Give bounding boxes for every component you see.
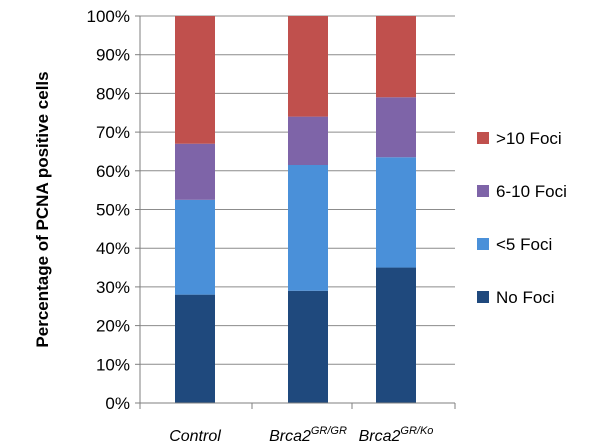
legend-swatch	[477, 185, 489, 197]
axes	[135, 15, 456, 409]
category-genotype-superscript: GR/Ko	[400, 425, 433, 437]
bar-segment	[288, 16, 328, 117]
y-tick-label: 60%	[96, 162, 130, 181]
y-tick-label: 80%	[96, 84, 130, 103]
y-tick-label: 50%	[96, 201, 130, 220]
y-tick-label: 70%	[96, 123, 130, 142]
category-genotype-superscript: GR/GR	[311, 425, 347, 437]
bar-segment	[288, 290, 328, 403]
y-tick-label: 40%	[96, 239, 130, 258]
legend-swatch	[477, 291, 489, 303]
legend: >10 Foci 6-10 Foci <5 Foci No Foci	[477, 129, 567, 307]
bar-segment	[288, 164, 328, 291]
category-name: Brca2	[269, 428, 311, 445]
x-category-labels: Control Brca2GR/GR Brca2GR/Ko	[169, 425, 433, 445]
y-tick-label: 10%	[96, 355, 130, 374]
bar-segment	[175, 16, 215, 144]
bar-segment	[376, 157, 416, 268]
bars	[175, 16, 416, 403]
bar-segment	[376, 267, 416, 403]
legend-swatch	[477, 132, 489, 144]
y-tick-labels: 0% 10% 20% 30% 40% 50% 60% 70% 80% 90% 100%	[87, 7, 130, 413]
y-tick-label: 90%	[96, 46, 130, 65]
y-axis-label: Percentage of PCNA positive cells	[33, 71, 52, 347]
bar-segment	[175, 294, 215, 403]
x-category-label: Control	[169, 428, 221, 445]
legend-swatch	[477, 238, 489, 250]
category-name: Brca2	[359, 428, 401, 445]
bar-segment	[175, 143, 215, 200]
category-name: Control	[169, 428, 221, 445]
x-category-label: Brca2GR/Ko	[359, 425, 434, 445]
bar-segment	[175, 199, 215, 295]
y-tick-label: 20%	[96, 317, 130, 336]
y-tick-label: 100%	[87, 7, 130, 26]
bar-segment	[288, 116, 328, 165]
y-tick-label: 30%	[96, 278, 130, 297]
legend-label: >10 Foci	[496, 129, 562, 148]
legend-label: <5 Foci	[496, 235, 552, 254]
bar-segment	[376, 97, 416, 158]
bar-segment	[376, 16, 416, 98]
legend-label: 6-10 Foci	[496, 182, 567, 201]
legend-label: No Foci	[496, 288, 555, 307]
x-category-label: Brca2GR/GR	[269, 425, 347, 445]
y-tick-label: 0%	[105, 394, 130, 413]
